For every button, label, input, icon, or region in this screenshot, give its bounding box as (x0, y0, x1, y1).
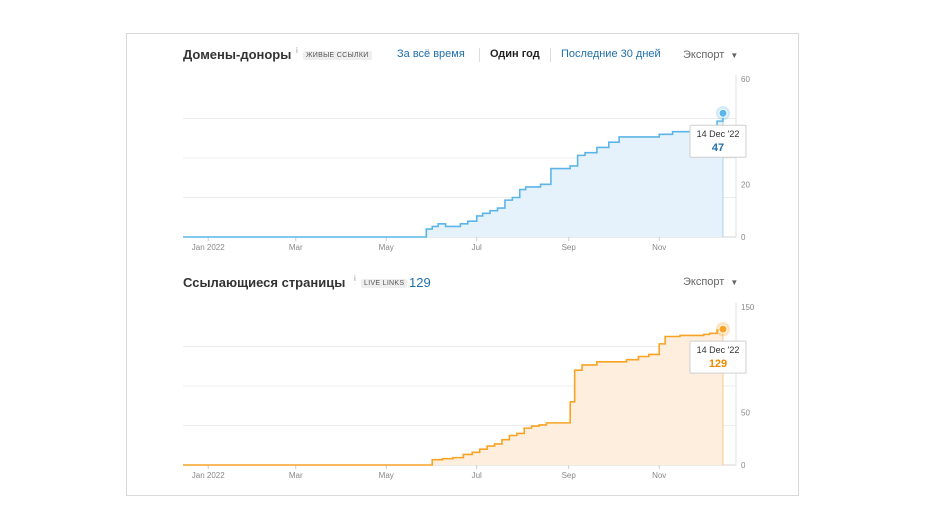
y-tick-label: 0 (741, 461, 746, 470)
x-tick-label: Sep (562, 471, 577, 480)
chart1-info-icon[interactable]: i (296, 46, 298, 55)
chart2-plot: 0 50 150 Jan 2022 Mar May Jul Sep Nov 14 Dec '22 1… (183, 303, 755, 480)
range-separator (479, 48, 480, 62)
range-separator (550, 48, 551, 62)
data-point (718, 108, 728, 118)
chevron-down-icon: ▼ (730, 51, 739, 60)
chart1-export-label: Экспорт (683, 49, 725, 61)
chart1-title: Домены-доноры (183, 47, 292, 62)
x-tick-label: Jan 2022 (192, 471, 225, 480)
x-tick-label: May (379, 243, 394, 252)
x-tick-label: Nov (652, 243, 666, 252)
tooltip-date: 14 Dec '22 (697, 345, 740, 355)
y-tick-label: 0 (741, 233, 746, 242)
tooltip-value: 47 (712, 142, 724, 154)
series-line (183, 113, 724, 238)
series-area (183, 113, 723, 237)
backlinks-panel: Домены-доноры i ЖИВЫЕ ССЫЛКИ За всё врем… (126, 33, 799, 496)
series-line (183, 329, 724, 466)
chart2-info-icon[interactable]: i (354, 274, 356, 283)
x-tick-label: May (379, 471, 394, 480)
data-point (718, 324, 728, 334)
x-tick-label: Jul (472, 471, 482, 480)
x-tick-label: Mar (289, 243, 303, 252)
chart2-title: Ссылающиеся страницы (183, 275, 346, 290)
y-tick-label: 150 (741, 303, 755, 312)
x-tick-label: Jan 2022 (192, 243, 225, 252)
chart2-count: 129 (409, 275, 431, 290)
chart2-badge: LIVE LINKS (361, 279, 408, 288)
tooltip-value: 129 (709, 358, 727, 370)
tooltip-box (689, 340, 747, 374)
x-tick-label: Nov (652, 471, 666, 480)
tooltip-box (689, 124, 747, 158)
y-tick-label: 50 (741, 408, 750, 417)
chart2-export-label: Экспорт (683, 276, 725, 288)
chart1-plot: 0 20 60 Jan 2022 Mar May Jul Sep Nov 14 Dec '22 47 (183, 75, 750, 252)
range-one-year[interactable]: Один год (490, 48, 540, 60)
y-tick-label: 20 (741, 180, 750, 189)
x-tick-label: Mar (289, 471, 303, 480)
series-area (183, 329, 723, 465)
y-tick-label: 60 (741, 75, 750, 84)
x-tick-label: Sep (562, 243, 577, 252)
tooltip-date: 14 Dec '22 (697, 129, 740, 139)
range-all-time[interactable]: За всё время (397, 48, 465, 60)
chart1-badge: ЖИВЫЕ ССЫЛКИ (303, 51, 372, 60)
chart2-export-button[interactable]: Экспорт ▼ (683, 276, 738, 288)
x-tick-label: Jul (472, 243, 482, 252)
chevron-down-icon: ▼ (730, 278, 739, 287)
chart1-export-button[interactable]: Экспорт ▼ (683, 49, 738, 61)
range-last-30-days[interactable]: Последние 30 дней (561, 48, 661, 60)
